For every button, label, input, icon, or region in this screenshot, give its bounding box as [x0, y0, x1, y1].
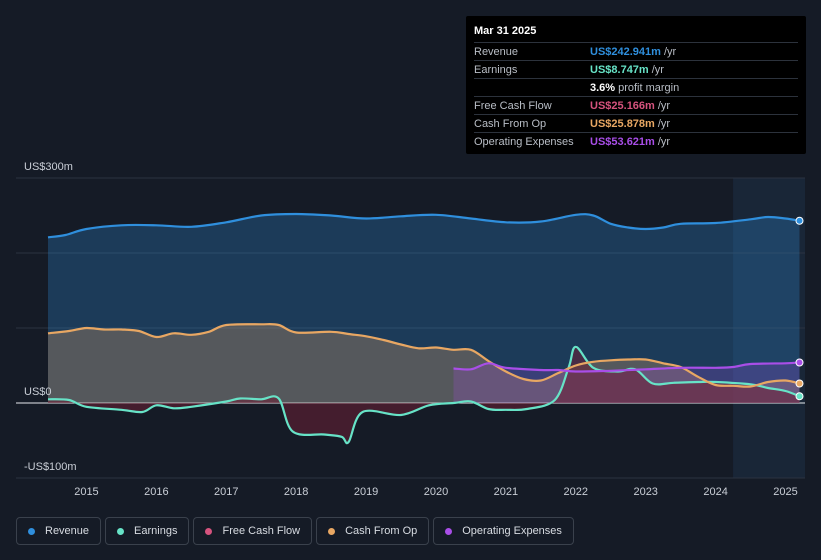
tooltip-value: 3.6%	[590, 82, 616, 94]
y-tick-label: US$300m	[24, 161, 73, 173]
x-tick-label: 2021	[494, 486, 518, 498]
tooltip-rows: Revenue US$242.941m/yr Earnings US$8.747m/y…	[474, 44, 798, 150]
tooltip-label: Operating Expenses	[474, 136, 574, 148]
tooltip-row: Cash From Op US$25.878m/yr	[474, 116, 798, 133]
endpoint-earnings[interactable]	[795, 392, 804, 401]
legend-dot-icon	[117, 527, 125, 535]
tooltip-label: Revenue	[474, 46, 519, 58]
tooltip-value: US$8.747m	[590, 64, 649, 76]
series-endpoints	[795, 216, 804, 401]
tooltip-value: US$25.166m	[590, 100, 655, 112]
tooltip-value: US$242.941m	[590, 46, 661, 58]
tooltip-unit: profit margin	[618, 82, 680, 94]
x-tick-label: 2022	[564, 486, 588, 498]
x-tick-label: 2015	[74, 486, 98, 498]
endpoint-operating-expenses[interactable]	[795, 358, 804, 367]
y-tick-label: US$0	[24, 386, 52, 398]
legend-label: Revenue	[45, 525, 90, 537]
legend-label: Operating Expenses	[462, 525, 562, 537]
x-tick-label: 2016	[144, 486, 168, 498]
y-axis-labels: US$300m US$0 -US$100m	[24, 161, 77, 473]
line-operating-expenses	[453, 361, 800, 373]
legend-item-operating-expenses[interactable]: Operating Expenses	[433, 517, 574, 545]
x-tick-label: 2024	[703, 486, 727, 498]
tooltip-row: 3.6% profit margin	[474, 80, 798, 97]
x-tick-label: 2019	[354, 486, 378, 498]
series-lines	[47, 212, 800, 445]
endpoint-revenue[interactable]	[795, 216, 804, 225]
legend-label: Cash From Op	[345, 525, 418, 537]
legend-item-earnings[interactable]: Earnings	[105, 517, 190, 545]
data-tooltip: Mar 31 2025 Revenue US$242.941m/yr Earning…	[466, 16, 806, 154]
tooltip-value: US$53.621m	[590, 136, 655, 148]
legend: Revenue Earnings Free Cash Flow Cash From O…	[16, 517, 578, 547]
tooltip-unit: /yr	[657, 118, 671, 130]
legend-dot-icon	[205, 527, 213, 535]
legend-label: Free Cash Flow	[222, 525, 301, 537]
tooltip-date: Mar 31 2025	[474, 24, 798, 43]
legend-dot-icon	[328, 527, 336, 535]
x-tick-label: 2018	[284, 486, 308, 498]
x-tick-label: 2020	[424, 486, 448, 498]
endpoint-cash-from-op[interactable]	[795, 379, 804, 388]
tooltip-label	[474, 80, 590, 96]
tooltip-row: Free Cash Flow US$25.166m/yr	[474, 98, 798, 115]
area-earnings	[48, 346, 800, 444]
legend-item-cash-from-op[interactable]: Cash From Op	[316, 517, 430, 545]
tooltip-value: US$25.878m	[590, 118, 655, 130]
line-earnings	[47, 345, 800, 445]
x-tick-label: 2023	[633, 486, 657, 498]
tooltip-label: Earnings	[474, 64, 518, 76]
y-tick-label: -US$100m	[24, 461, 77, 473]
series-areas	[48, 214, 800, 444]
x-tick-label: 2017	[214, 486, 238, 498]
tooltip-label: Cash From Op	[474, 118, 547, 130]
x-tick-label: 2025	[773, 486, 797, 498]
legend-item-free-cash-flow[interactable]: Free Cash Flow	[193, 517, 313, 545]
tooltip-unit: /yr	[651, 64, 664, 76]
tooltip-row: Earnings US$8.747m/yr	[474, 62, 798, 79]
legend-dot-icon	[445, 527, 453, 535]
legend-label: Earnings	[134, 525, 178, 537]
tooltip-unit: /yr	[657, 136, 671, 148]
tooltip-row: Revenue US$242.941m/yr	[474, 44, 798, 61]
area-revenue	[48, 214, 800, 403]
legend-item-revenue[interactable]: Revenue	[16, 517, 102, 545]
tooltip-unit: /yr	[663, 46, 677, 58]
line-revenue	[47, 212, 800, 239]
tooltip-label: Free Cash Flow	[474, 100, 552, 112]
tooltip-unit: /yr	[657, 100, 671, 112]
tooltip-row: Operating Expenses US$53.621m/yr	[474, 134, 798, 150]
legend-dot-icon	[28, 527, 35, 535]
x-axis-labels: 2015 2016 2017 2018 2019 2020 2021 2022 2023 2024…	[74, 486, 798, 498]
